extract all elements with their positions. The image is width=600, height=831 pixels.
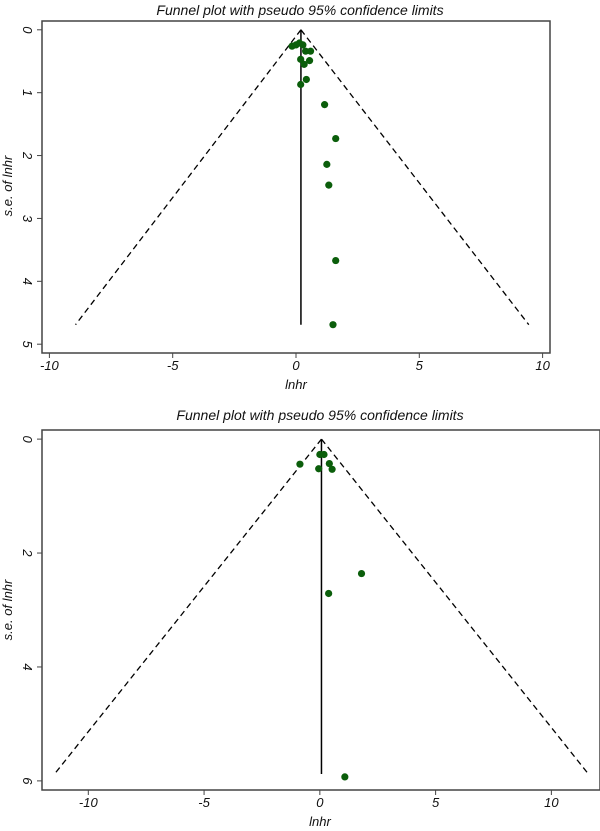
x-tick-label: -10 — [79, 795, 99, 810]
study-point — [302, 47, 310, 55]
y-tick-label: 3 — [20, 215, 35, 223]
x-tick-label: -5 — [198, 795, 210, 810]
x-tick-label: 5 — [416, 358, 424, 373]
study-point — [328, 465, 336, 473]
study-point — [315, 465, 323, 473]
plot-frame — [41, 429, 600, 791]
study-point — [296, 460, 304, 468]
y-tick-label: 1 — [20, 89, 35, 96]
study-point — [305, 57, 314, 65]
funnel-plot-bottom: Funnel plot with pseudo 95% confidence l… — [0, 407, 600, 829]
study-point — [325, 589, 333, 598]
study-point — [341, 773, 349, 781]
study-point — [357, 569, 366, 578]
y-tick-label: 6 — [20, 777, 35, 785]
x-tick-label: 0 — [292, 358, 300, 373]
study-point — [300, 60, 308, 68]
funnel-left-limit — [53, 438, 322, 775]
y-tick-label: 2 — [20, 151, 35, 160]
y-axis-label: s.e. of lnhr — [0, 579, 15, 640]
x-tick-label: -5 — [167, 358, 179, 373]
study-point — [299, 41, 307, 49]
x-tick-label: 5 — [432, 795, 440, 810]
study-point — [329, 321, 337, 329]
x-axis-label: lnhr — [309, 814, 331, 829]
chart-title: Funnel plot with pseudo 95% confidence l… — [156, 2, 443, 18]
x-tick-label: -10 — [40, 358, 60, 373]
study-point — [323, 160, 331, 168]
study-point — [297, 80, 305, 89]
chart-title: Funnel plot with pseudo 95% confidence l… — [176, 407, 463, 423]
x-tick-label: 10 — [544, 795, 559, 810]
study-point — [302, 75, 310, 84]
study-point — [306, 47, 315, 55]
plot-frame — [41, 20, 551, 354]
study-point — [332, 256, 340, 265]
funnel-plot-top: Funnel plot with pseudo 95% confidence l… — [0, 2, 551, 392]
funnel-right-limit — [320, 438, 589, 775]
study-point — [320, 450, 328, 459]
study-point — [332, 134, 340, 143]
funnel-left-limit — [75, 29, 302, 326]
study-point — [297, 55, 305, 63]
y-axis-label: s.e. of lnhr — [0, 155, 15, 216]
study-point — [325, 181, 333, 189]
study-point — [325, 460, 333, 468]
funnel-right-limit — [300, 29, 530, 326]
study-point — [321, 101, 329, 109]
y-tick-label: 0 — [20, 26, 35, 34]
y-tick-label: 5 — [20, 341, 35, 349]
y-tick-label: 4 — [20, 278, 35, 285]
x-tick-label: 10 — [535, 358, 550, 373]
x-tick-label: 0 — [316, 795, 324, 810]
y-tick-label: 2 — [20, 548, 35, 557]
y-tick-label: 0 — [20, 435, 35, 443]
x-axis-label: lnhr — [285, 377, 307, 392]
y-tick-label: 4 — [20, 663, 35, 670]
